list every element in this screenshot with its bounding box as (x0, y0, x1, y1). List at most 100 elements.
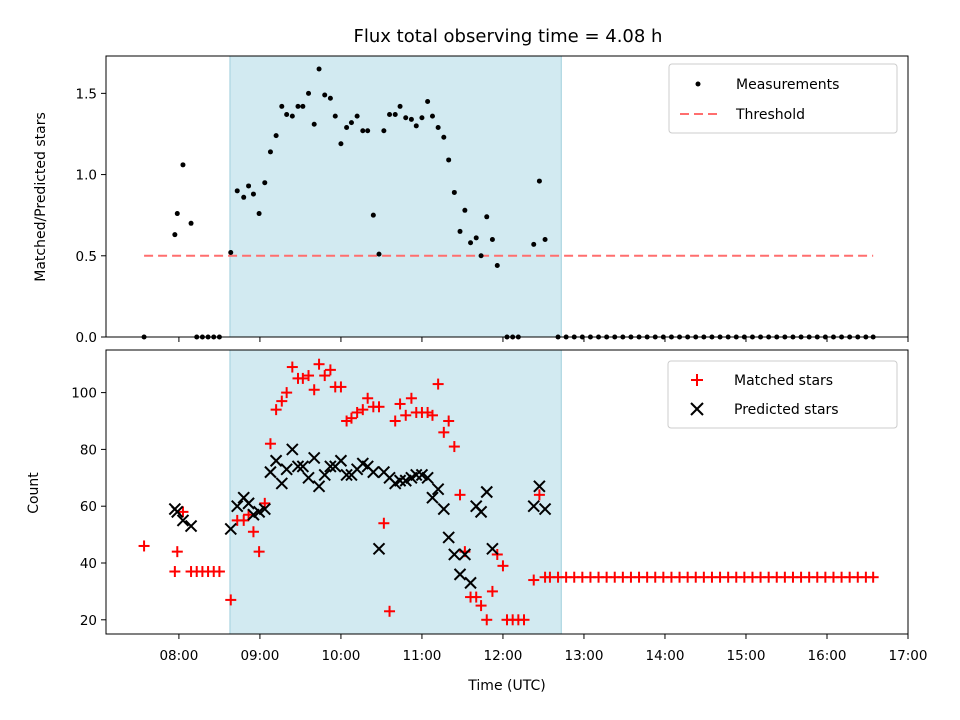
predicted-star-stroke2 (474, 505, 488, 519)
predicted-star-point (464, 576, 477, 590)
predicted-star-point (275, 477, 288, 490)
predicted-star-stroke2 (184, 519, 198, 533)
predicted-star-stroke2 (486, 542, 499, 556)
measurement-point (180, 162, 186, 168)
bottom-legend: Matched stars Predicted stars (667, 360, 898, 429)
measurement-point (267, 149, 273, 155)
measurement-point (457, 228, 463, 234)
matched-star-point (138, 540, 150, 552)
top-legend-box (668, 63, 898, 134)
bottom-xtick-label: 09:00 (240, 648, 279, 664)
predicted-star-point (474, 505, 488, 519)
predicted-star-stroke2 (538, 502, 552, 516)
matched-star-point (281, 387, 293, 399)
measurement-point (322, 92, 328, 98)
matched-star-point (351, 406, 363, 418)
predicted-star-point (307, 451, 321, 465)
predicted-star-point (421, 471, 434, 485)
measurement-point (338, 141, 344, 147)
measurement-point (403, 115, 409, 121)
predicted-star-stroke2 (361, 460, 374, 473)
top-ytick-label: 0.5 (76, 249, 97, 265)
measurement-point (536, 178, 542, 184)
measurement-point (174, 211, 180, 217)
measurement-point (446, 157, 452, 163)
predicted-star-point (448, 548, 461, 561)
predicted-star-stroke2 (286, 443, 299, 456)
measurement-point (360, 128, 366, 134)
bottom-xtick-label: 12:00 (483, 648, 522, 664)
matched-star-point (270, 404, 282, 416)
measurement-point (279, 103, 285, 109)
matched-star-point (475, 600, 487, 612)
predicted-star-stroke2 (393, 474, 407, 487)
bottom-ytick-label: 20 (80, 613, 97, 629)
matched-star-point (528, 574, 540, 586)
predicted-star-point (280, 463, 293, 476)
measurement-point (289, 113, 295, 119)
top-x-ticks (178, 337, 909, 342)
matched-star-point (171, 546, 183, 558)
predicted-star-point (318, 468, 331, 482)
bottom-xtick-label: 16:00 (808, 648, 847, 664)
predicted-star-stroke2 (269, 454, 283, 467)
measurement-point (435, 124, 441, 130)
predicted-star-point (527, 499, 540, 513)
matched-star-point (438, 426, 450, 438)
predicted-star-stroke2 (421, 471, 434, 485)
predicted-star-point (334, 454, 348, 467)
matched-star-point (400, 409, 412, 421)
predicted-star-point (264, 465, 277, 479)
measurement-point (473, 235, 479, 241)
top-legend: Measurements Threshold (668, 63, 898, 134)
measurement-point (468, 240, 474, 246)
predicted-star-point (231, 499, 244, 513)
predicted-star-stroke2 (437, 502, 451, 516)
matched-star-point (389, 415, 401, 427)
matched-star-point (345, 412, 357, 424)
predicted-star-point (533, 480, 546, 493)
bottom-ylabel: Count (26, 472, 42, 514)
measurement-point (295, 103, 301, 109)
top-ytick-label: 1.5 (76, 86, 97, 102)
predicted-star-point (480, 485, 493, 499)
matched-star-point (169, 566, 181, 578)
matched-star-point (362, 392, 374, 404)
predicted-star-stroke2 (224, 522, 237, 536)
bottom-xtick-label: 15:00 (727, 648, 766, 664)
measurement-point (234, 188, 240, 194)
bottom-axes-frame (105, 349, 909, 635)
matched-star-point (497, 560, 509, 572)
matched-star-point (335, 381, 347, 393)
bottom-xtick-label: 08:00 (159, 648, 198, 664)
measurement-point (332, 113, 338, 119)
matched-star-point (225, 594, 237, 606)
predicted-star-point (286, 443, 299, 456)
predicted-star-stroke2 (410, 468, 423, 482)
matched-star-point (308, 384, 320, 396)
measurement-point (494, 263, 500, 269)
predicted-star-stroke2 (527, 499, 540, 513)
predicted-star-point (176, 514, 190, 527)
legend-threshold-label: Threshold (735, 107, 805, 123)
bottom-legend-box (667, 360, 898, 429)
predicted-star-stroke2 (442, 531, 455, 544)
measurement-point (273, 133, 279, 139)
matched-star-point (247, 526, 259, 538)
matched-star-point (518, 614, 530, 626)
predicted-star-point (372, 542, 386, 556)
matched-star-point (481, 614, 493, 626)
predicted-star-stroke2 (340, 468, 353, 482)
measurement-point (451, 189, 457, 195)
predicted-star-point (296, 460, 310, 473)
measurement-point (262, 180, 268, 186)
predicted-star-stroke2 (431, 482, 445, 496)
predicted-star-point (437, 502, 451, 516)
matched-star-point (313, 358, 325, 370)
predicted-star-point (486, 542, 499, 556)
predicted-star-stroke2 (264, 465, 277, 479)
bottom-ytick-label: 100 (71, 386, 97, 402)
top-ylabel: Matched/Predicted stars (33, 112, 49, 282)
measurement-point (246, 183, 252, 189)
